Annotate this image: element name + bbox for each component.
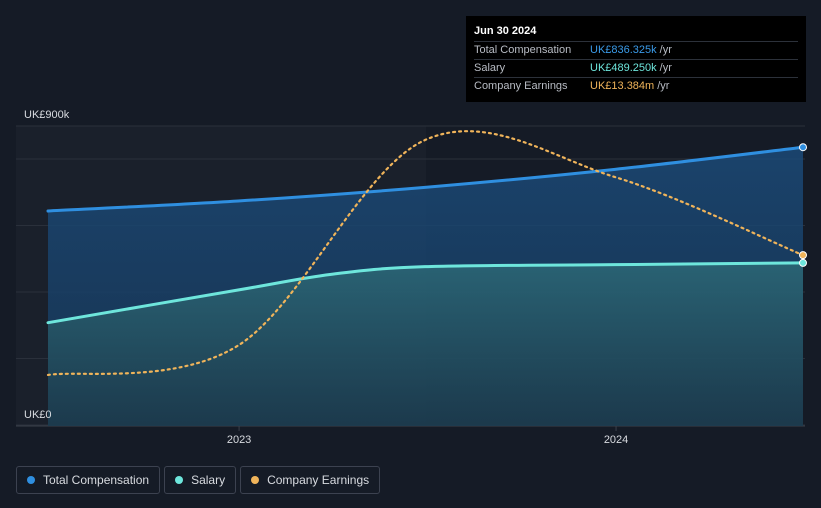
- y-axis-labels: UK£900k UK£0: [24, 109, 70, 421]
- tooltip-unit: /yr: [657, 80, 670, 92]
- line-total-compensation: [46, 145, 805, 213]
- tooltip-label: Company Earnings: [474, 80, 568, 92]
- tooltip-row-total: Total Compensation UK£836.325k /yr: [474, 41, 798, 59]
- series-lines: [46, 130, 805, 377]
- area-salary: [48, 262, 803, 426]
- x-axis-label: 2023: [227, 434, 251, 446]
- tooltip-unit: /yr: [659, 44, 672, 56]
- legend-label: Salary: [191, 473, 226, 487]
- end-marker-total-compensation: [799, 143, 807, 152]
- tooltip-label: Total Compensation: [474, 44, 572, 56]
- end-marker-salary: [799, 258, 807, 267]
- hover-tooltip: Jun 30 2024 Total Compensation UK£836.32…: [466, 16, 806, 102]
- legend-item-company-earnings[interactable]: Company Earnings: [240, 466, 381, 494]
- tooltip-row-salary: Salary UK£489.250k /yr: [474, 59, 798, 77]
- tooltip-row-earnings: Company Earnings UK£13.384m /yr: [474, 77, 798, 95]
- x-axis-label: 2024: [604, 434, 628, 446]
- legend-dot-icon: [27, 476, 35, 484]
- legend-label: Total Compensation: [43, 473, 150, 487]
- end-marker-company-earnings: [799, 251, 807, 260]
- tooltip-value: UK£836.325k: [590, 44, 657, 56]
- y-axis-label: UK£0: [24, 409, 52, 421]
- tooltip-value: UK£489.250k: [590, 62, 657, 74]
- legend-dot-icon: [175, 476, 184, 484]
- legend-dot-icon: [251, 476, 260, 484]
- chart-legend: Total Compensation Salary Company Earnin…: [16, 466, 384, 494]
- series-areas: [48, 147, 803, 426]
- x-axis-labels: 2023 2024: [227, 426, 628, 446]
- series-end-markers: [799, 143, 807, 267]
- legend-item-salary[interactable]: Salary: [164, 466, 237, 494]
- tooltip-value: UK£13.384m: [590, 80, 655, 92]
- legend-label: Company Earnings: [267, 473, 370, 487]
- line-company-earnings: [46, 130, 805, 377]
- y-axis-label: UK£900k: [24, 109, 70, 121]
- tooltip-date: Jun 30 2024: [474, 25, 537, 37]
- tooltip-unit: /yr: [659, 62, 672, 74]
- line-salary: [46, 261, 805, 325]
- legend-item-total-compensation[interactable]: Total Compensation: [16, 466, 161, 494]
- tooltip-label: Salary: [474, 62, 506, 74]
